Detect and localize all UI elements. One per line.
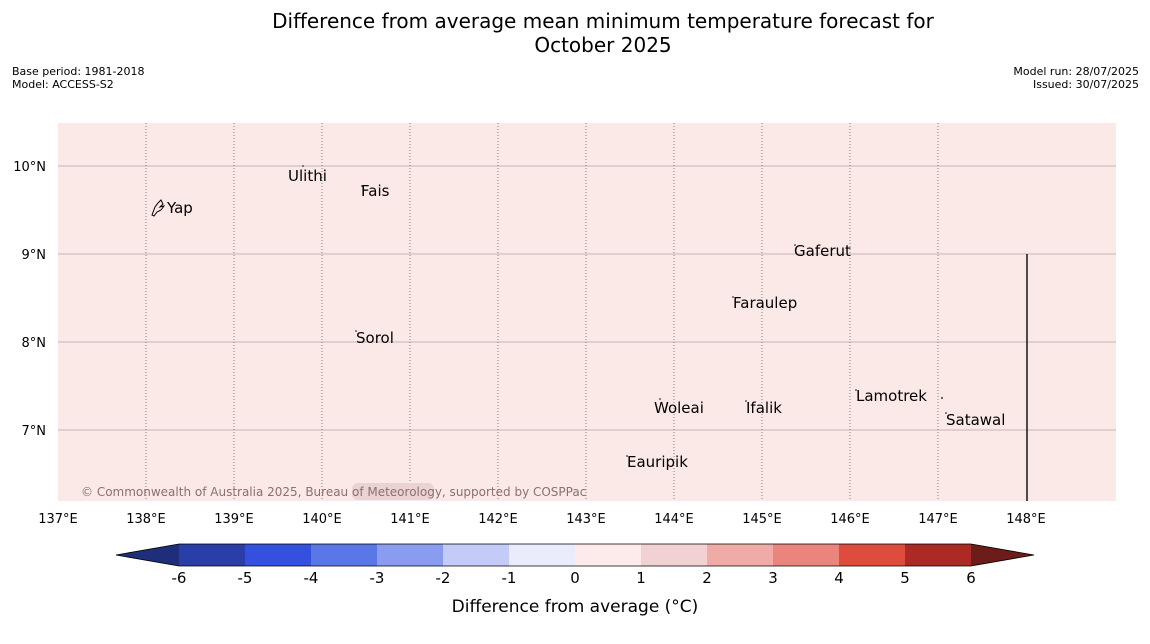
lon-gridlines [145,123,939,501]
lon-label-145e: 145°E [742,512,782,527]
colorbar-segment [377,544,444,566]
colorbar-segment [641,544,708,566]
colorbar-tick-label: 0 [570,569,580,587]
title-line-2: October 2025 [534,33,672,57]
lamotrek-dot [855,389,857,391]
colorbar-tick-label: -6 [172,569,187,587]
lon-label-148e: 148°E [1006,512,1046,527]
map-area: Ulithi Fais Yap Gaferut Faraulep Sorol W… [13,123,1116,527]
copyright-text: © Commonwealth of Australia 2025, Bureau… [81,485,586,499]
colorbar-segment [509,544,576,566]
meta-right: Model run: 28/07/2025 Issued: 30/07/2025 [1013,65,1139,91]
colorbar-tick-label: 6 [966,569,976,587]
colorbar-segment [443,544,510,566]
colorbar: -6 -5 -4 -3 -2 -1 0 1 2 3 4 5 6 Difference from aver… [115,543,1035,617]
colorbar-tick-label: -2 [436,569,451,587]
colorbar-tick-label: 2 [702,569,712,587]
lon-label-147e: 147°E [918,512,958,527]
lat-label-10n: 10°N [13,160,46,175]
colorbar-tick-label: -1 [502,569,517,587]
place-label-lamotrek: Lamotrek [856,387,927,405]
sorol-dot [355,330,357,332]
place-label-gaferut: Gaferut [794,242,851,260]
place-label-faraulep: Faraulep [733,294,797,312]
colorbar-tick-label: 5 [900,569,910,587]
place-label-sorol: Sorol [356,329,394,347]
lat-labels: 10°N 9°N 8°N 7°N [13,160,46,439]
lon-label-141e: 141°E [390,512,430,527]
ulithi-dot [302,165,304,167]
island-dots [302,165,947,457]
colorbar-tick-label: 4 [834,569,844,587]
faraulep-dot [732,296,734,298]
lon-label-142e: 142°E [478,512,518,527]
satawal-dot [945,412,947,414]
woleai-dot [659,398,661,400]
lon-labels: 137°E 138°E 139°E 140°E 141°E 142°E 143°… [38,512,1046,527]
lat-label-8n: 8°N [22,336,47,351]
colorbar-tick-label: -4 [304,569,319,587]
colorbar-segment [575,544,642,566]
lon-label-144e: 144°E [654,512,694,527]
colorbar-segment [773,544,840,566]
colorbar-segment [179,544,246,566]
map-background [58,123,1116,501]
meta-left: Base period: 1981-2018 Model: ACCESS-S2 [12,65,144,91]
lat-label-7n: 7°N [22,424,47,439]
colorbar-segments [179,544,972,566]
colorbar-tick-label: -5 [238,569,253,587]
ifalik-dot [745,400,747,402]
lat-label-9n: 9°N [22,248,47,263]
colorbar-tick-label: 1 [636,569,646,587]
place-label-yap: Yap [166,199,193,217]
colorbar-under-arrow [116,544,179,566]
lon-label-146e: 146°E [830,512,870,527]
colorbar-segment [905,544,972,566]
colorbar-tick-label: -3 [370,569,385,587]
colorbar-label: Difference from average (°C) [452,597,699,617]
place-labels: Ulithi Fais Yap Gaferut Faraulep Sorol W… [166,167,1005,471]
lon-label-138e: 138°E [126,512,166,527]
yap-island-shape [151,199,166,217]
title-line-1: Difference from average mean minimum tem… [272,9,934,33]
lon-label-143e: 143°E [566,512,606,527]
colorbar-segment [707,544,774,566]
place-label-ifalik: Ifalik [746,399,782,417]
colorbar-segment [311,544,378,566]
colorbar-over-arrow [971,544,1034,566]
colorbar-segment [245,544,312,566]
base-period: Base period: 1981-2018 [12,65,145,78]
colorbar-outline [115,543,1035,567]
west-fayu-dot [941,397,943,399]
lon-label-139e: 139°E [214,512,254,527]
model-name: Model: ACCESS-S2 [12,78,114,91]
colorbar-segment [839,544,906,566]
place-label-ulithi: Ulithi [288,167,327,185]
fais-dot [361,185,363,187]
colorbar-tick-label: 3 [768,569,778,587]
place-label-eauripik: Eauripik [627,453,688,471]
place-label-satawal: Satawal [946,411,1005,429]
model-run: Model run: 28/07/2025 [1013,65,1139,78]
lon-label-140e: 140°E [302,512,342,527]
logo-plate [352,483,434,500]
place-label-woleai: Woleai [654,399,704,417]
gaferut-dot [794,244,796,246]
eauripik-dot [626,455,628,457]
map-title: Difference from average mean minimum tem… [0,9,1150,57]
issued-date: Issued: 30/07/2025 [1032,78,1139,91]
place-label-fais: Fais [361,182,390,200]
lon-label-137e: 137°E [38,512,78,527]
colorbar-tick-labels: -6 -5 -4 -3 -2 -1 0 1 2 3 4 5 6 [172,569,976,587]
